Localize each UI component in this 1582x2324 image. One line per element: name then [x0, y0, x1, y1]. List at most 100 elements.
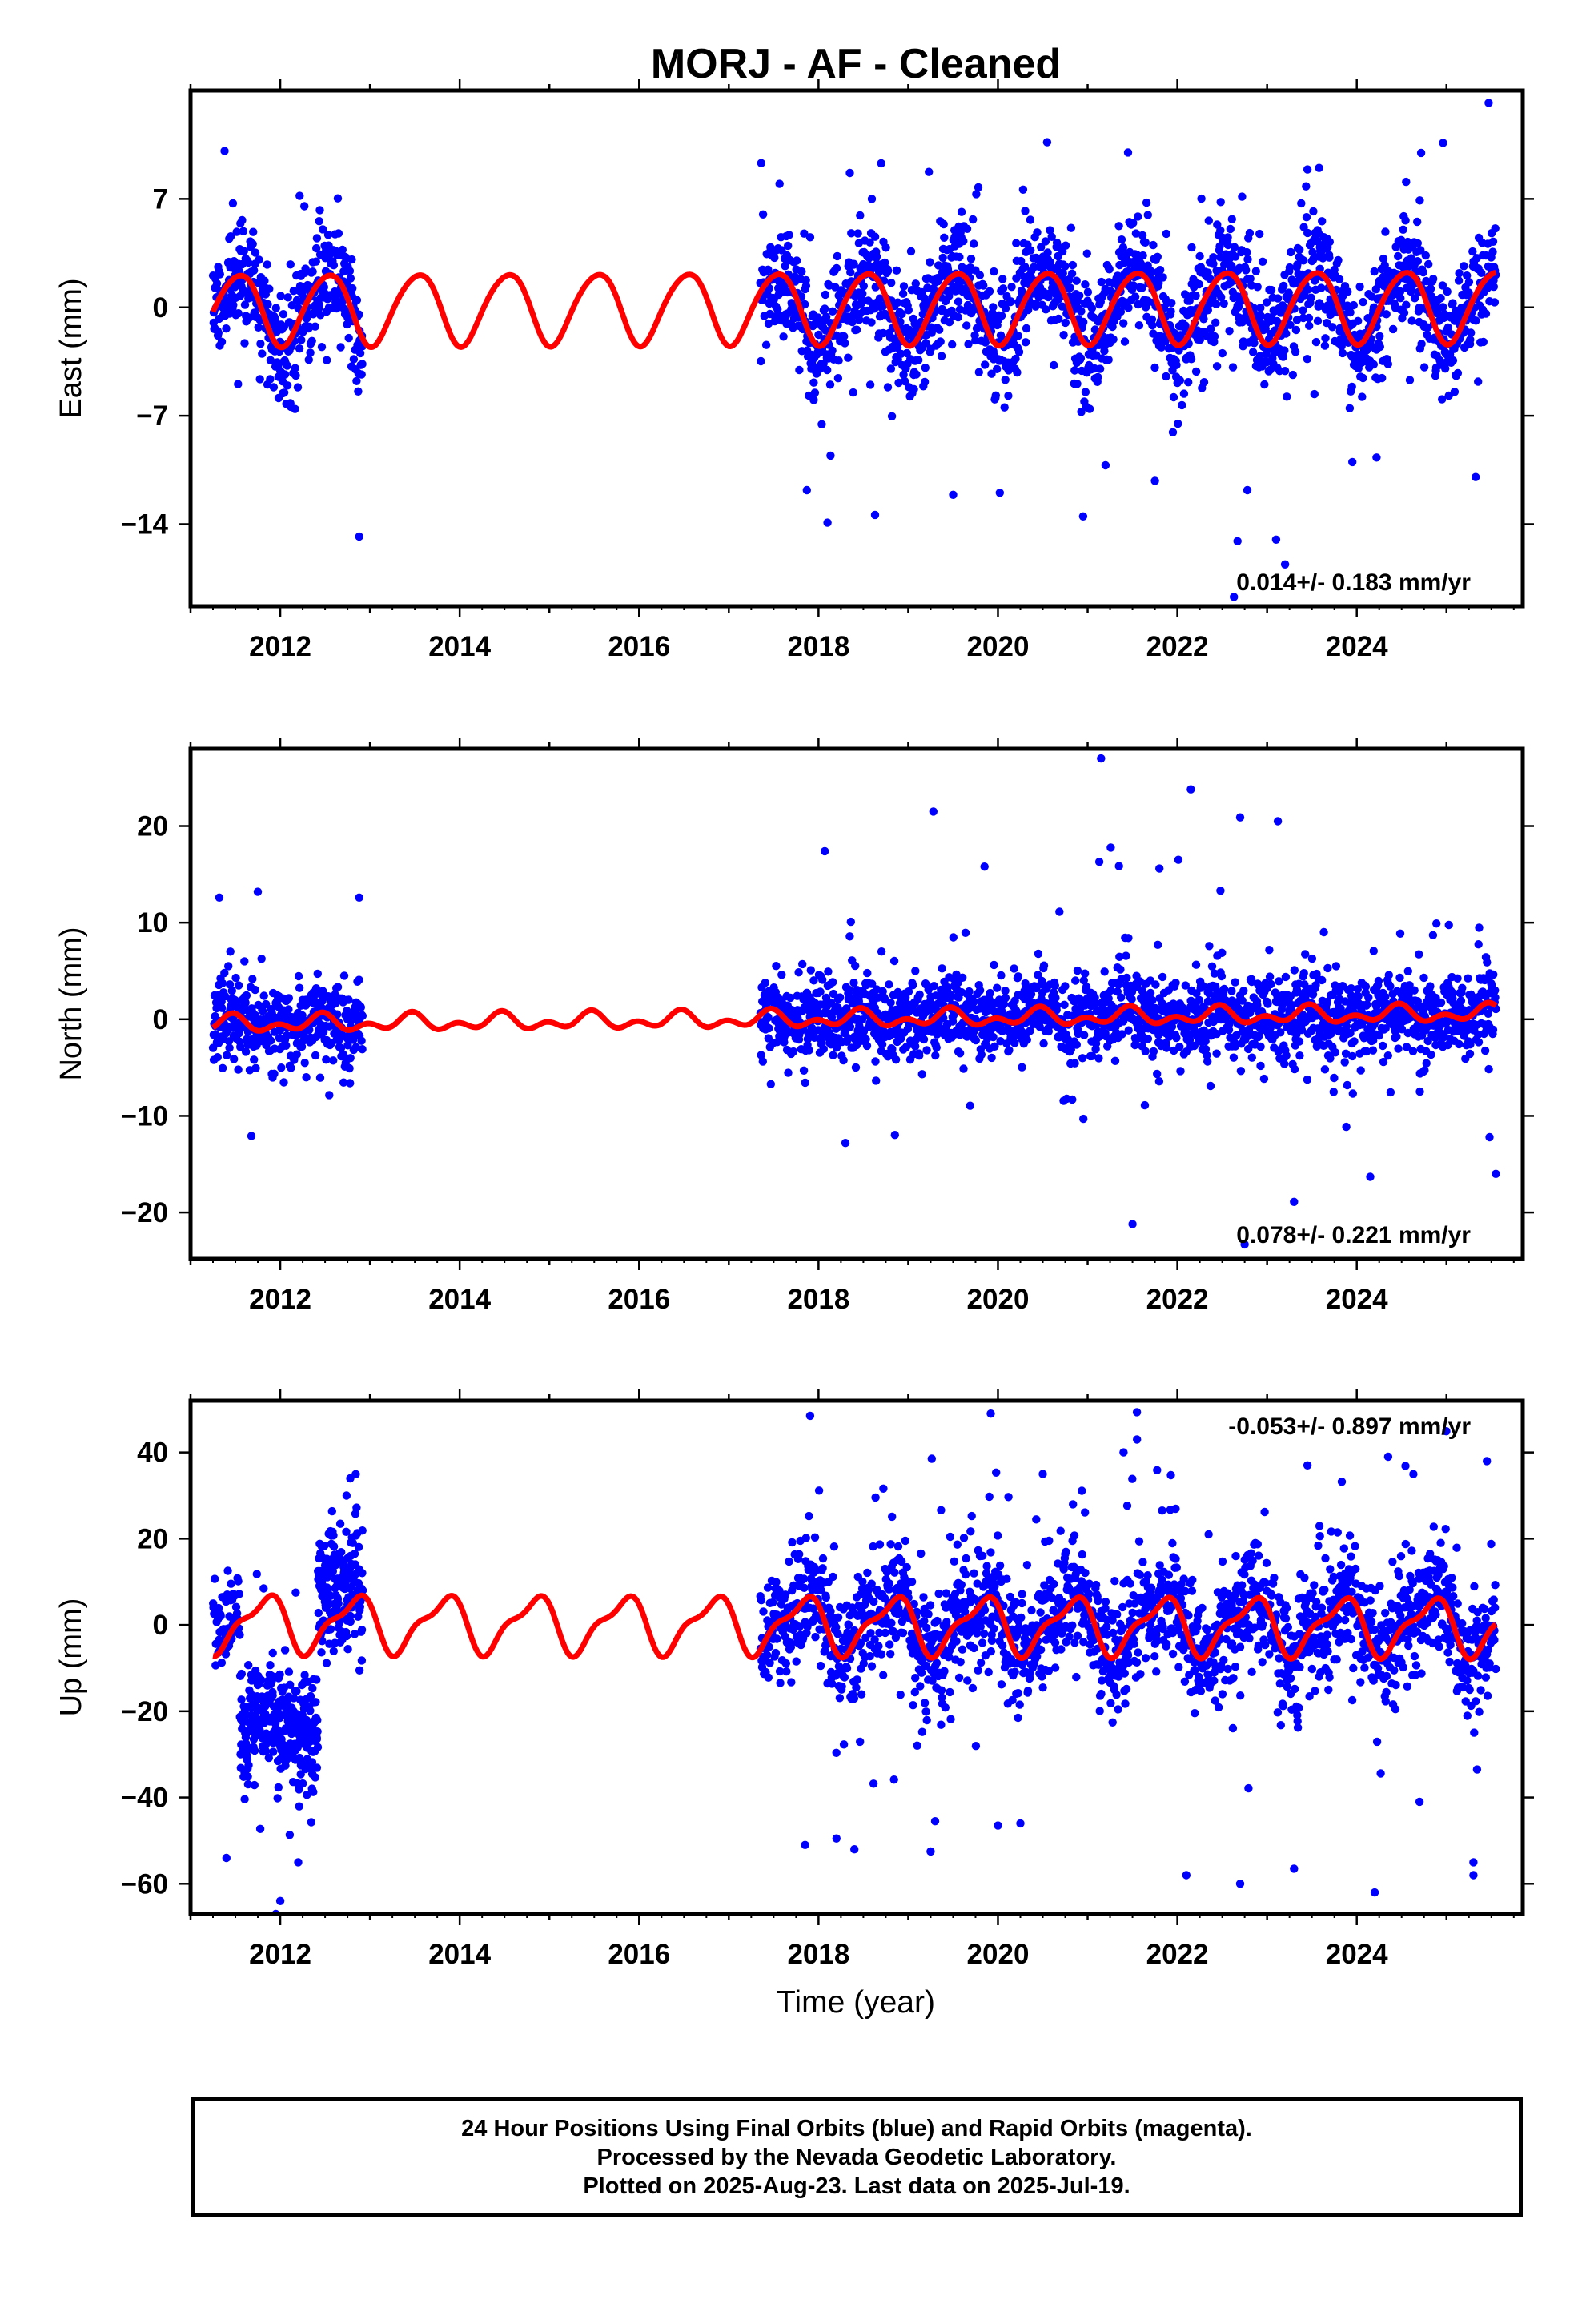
data-point — [259, 991, 268, 1000]
data-point — [1402, 1043, 1411, 1051]
data-point — [1415, 1087, 1424, 1096]
data-point — [1426, 982, 1435, 991]
data-point — [1141, 238, 1150, 247]
data-point — [1368, 1046, 1378, 1055]
data-point — [333, 983, 343, 991]
data-point — [1359, 373, 1367, 383]
data-point — [959, 236, 968, 246]
data-point — [355, 975, 363, 984]
data-point — [222, 324, 231, 333]
data-point — [229, 300, 238, 309]
data-point — [266, 356, 275, 364]
data-point — [1191, 292, 1200, 300]
data-point — [1299, 256, 1308, 265]
data-point — [345, 267, 355, 275]
data-point — [1231, 978, 1239, 987]
data-point — [950, 232, 959, 242]
data-point — [948, 340, 957, 349]
data-point — [1167, 299, 1176, 308]
data-point — [265, 284, 274, 293]
data-point — [915, 1051, 924, 1060]
data-point — [280, 370, 290, 379]
data-point — [810, 1033, 819, 1043]
data-point — [1078, 1054, 1087, 1063]
data-point — [1079, 317, 1088, 327]
data-point — [1399, 225, 1407, 234]
data-point — [1044, 1027, 1054, 1036]
data-point — [1417, 340, 1426, 348]
data-point — [223, 1566, 232, 1575]
data-point — [846, 267, 855, 277]
data-point — [775, 179, 784, 188]
data-point — [1150, 363, 1159, 372]
data-point — [1124, 1026, 1133, 1035]
data-point — [255, 255, 263, 264]
data-point — [1407, 316, 1416, 325]
data-point — [1309, 207, 1318, 216]
data-point — [1484, 1009, 1493, 1019]
data-point — [1050, 360, 1058, 370]
outlier-point — [1018, 185, 1028, 194]
data-point — [1073, 380, 1082, 388]
data-point — [921, 339, 930, 348]
data-point — [1302, 213, 1311, 222]
data-point — [803, 1035, 813, 1043]
data-point — [1311, 337, 1321, 347]
data-point — [1080, 1031, 1089, 1039]
data-point — [1260, 380, 1269, 389]
data-point — [1303, 228, 1312, 238]
data-point — [821, 304, 829, 313]
data-point — [829, 978, 837, 987]
data-point — [308, 267, 317, 276]
data-point — [1303, 355, 1312, 364]
data-point — [1114, 222, 1123, 231]
data-point — [241, 999, 250, 1007]
data-point — [215, 270, 224, 279]
data-point — [1216, 887, 1225, 895]
data-point — [925, 167, 934, 176]
data-point — [1432, 919, 1441, 928]
x-tick-label: 2016 — [608, 1284, 670, 1315]
data-point — [1448, 988, 1457, 998]
data-point — [927, 328, 936, 337]
data-point — [1474, 940, 1483, 949]
data-point — [1138, 283, 1146, 292]
data-point — [934, 261, 943, 270]
data-point — [1035, 1023, 1044, 1031]
data-point — [1146, 988, 1155, 998]
data-point — [836, 993, 845, 1002]
data-point — [962, 224, 972, 233]
data-point — [358, 1011, 367, 1020]
data-point — [1095, 364, 1105, 373]
data-point — [926, 258, 934, 267]
data-point — [991, 391, 1001, 400]
data-point — [1345, 404, 1355, 412]
data-point — [345, 1063, 354, 1073]
data-point — [291, 364, 299, 372]
data-point — [885, 980, 893, 989]
data-point — [355, 348, 365, 358]
data-point — [766, 1080, 775, 1089]
data-point — [1034, 971, 1042, 979]
data-point — [315, 300, 323, 309]
data-point — [1347, 382, 1356, 392]
data-point — [323, 356, 331, 364]
data-point — [892, 266, 901, 275]
data-point — [1279, 281, 1288, 291]
data-point — [865, 238, 874, 247]
outlier-point — [1097, 754, 1106, 763]
data-point — [1338, 348, 1347, 358]
data-point — [1174, 855, 1183, 864]
data-point — [828, 307, 837, 316]
data-point — [1211, 300, 1221, 308]
data-point — [216, 1611, 225, 1621]
data-point — [339, 971, 349, 980]
data-point — [939, 1014, 948, 1023]
data-point — [1022, 324, 1031, 333]
data-point — [911, 967, 920, 975]
x-tick-label: 2012 — [249, 631, 311, 662]
data-point — [212, 279, 222, 288]
data-point — [258, 1007, 267, 1015]
outlier-point — [1492, 1169, 1500, 1179]
data-point — [1231, 252, 1240, 261]
